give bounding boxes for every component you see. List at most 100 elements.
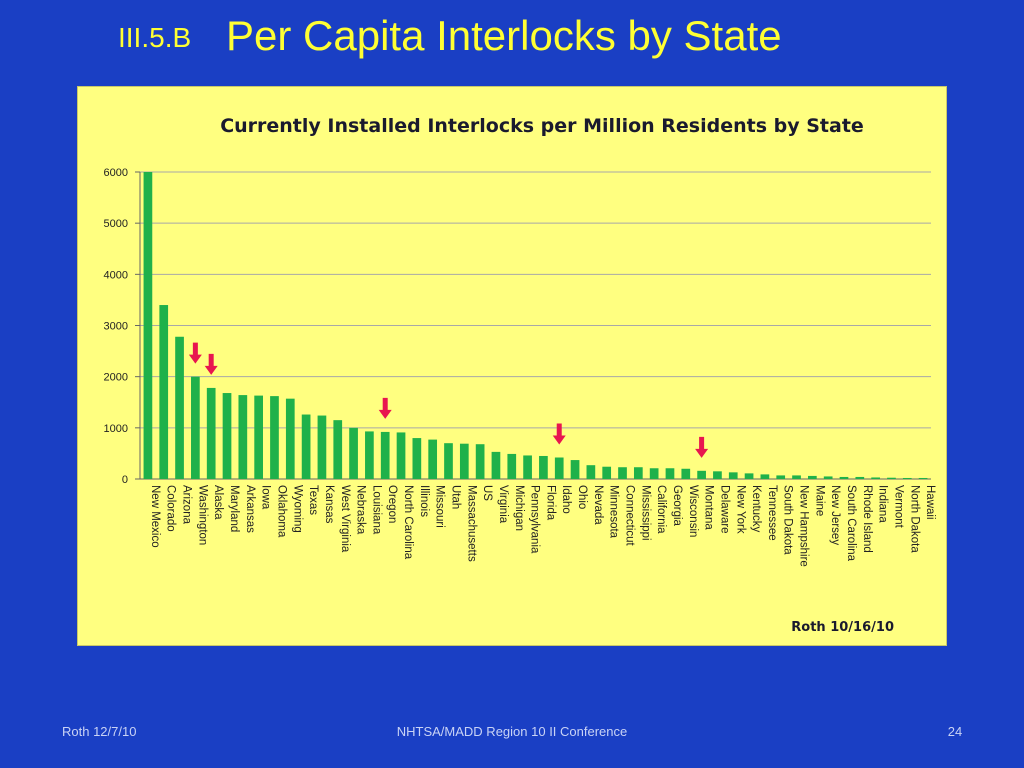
y-tick-label: 3000	[104, 321, 128, 333]
bar	[618, 467, 627, 479]
bar	[222, 393, 232, 479]
x-tick-label: Tennessee	[766, 485, 778, 541]
x-tick-label: Oregon	[386, 485, 398, 523]
bar	[412, 438, 422, 479]
bar	[602, 466, 612, 479]
x-tick-label: California	[655, 485, 667, 534]
y-tick-label: 0	[122, 474, 128, 486]
bar	[554, 457, 564, 479]
chart-title: Currently Installed Interlocks per Milli…	[220, 115, 864, 137]
x-tick-label: Rhode Island	[861, 485, 873, 553]
bar	[365, 431, 374, 479]
x-tick-label: West Virginia	[339, 485, 351, 553]
bar	[444, 443, 453, 479]
page-number: 24	[947, 724, 963, 739]
x-tick-label: South Dakota	[782, 485, 794, 555]
bar	[871, 477, 880, 479]
bar	[349, 427, 358, 479]
x-tick-label: Texas	[307, 485, 319, 515]
y-tick-label: 6000	[104, 167, 128, 179]
x-tick-label: Oklahoma	[275, 485, 287, 538]
section-number: III.5.B	[118, 22, 192, 53]
x-tick-label: Delaware	[718, 485, 730, 534]
bar	[855, 476, 865, 479]
x-tick-label: Florida	[544, 485, 556, 521]
page-title: Per Capita Interlocks by State	[226, 12, 782, 59]
bar	[380, 431, 390, 479]
bar	[238, 395, 248, 479]
x-tick-label: Mississippi	[639, 485, 651, 541]
y-tick-label: 5000	[104, 218, 128, 230]
x-tick-label: Michigan	[513, 485, 525, 531]
bar	[697, 470, 706, 479]
bar	[681, 468, 691, 479]
x-tick-label: Iowa	[260, 485, 272, 510]
x-tick-label: Nevada	[592, 485, 604, 525]
bar	[776, 475, 786, 479]
bar	[475, 444, 485, 479]
y-tick-label: 2000	[104, 372, 128, 384]
bar	[918, 477, 928, 479]
x-tick-label: Louisiana	[370, 485, 382, 535]
bar	[839, 476, 849, 479]
bar	[586, 465, 596, 479]
x-tick-label: New Mexico	[149, 485, 161, 548]
bar-chart: 0 1000 2000 3000 4000 5000 6000 New Mexico Color…	[104, 167, 937, 567]
x-tick-label: Arkansas	[244, 485, 256, 533]
x-tick-label: Arizona	[181, 485, 193, 525]
bar	[713, 471, 722, 479]
x-tick-label: US	[481, 485, 493, 501]
bar	[428, 439, 438, 479]
bar	[459, 443, 469, 479]
x-tick-label: Virginia	[497, 485, 509, 524]
bar	[206, 387, 216, 479]
bar	[254, 395, 264, 479]
bar	[523, 455, 532, 479]
highlight-arrow-icon	[188, 342, 202, 364]
bar	[744, 473, 754, 479]
chart-credit: Roth 10/16/10	[791, 620, 894, 635]
x-tick-label: New Jersey	[829, 485, 841, 545]
footer-conference: NHTSA/MADD Region 10 II Conference	[396, 724, 628, 739]
bar	[507, 453, 517, 479]
bar	[143, 172, 153, 479]
bar	[491, 451, 501, 479]
x-tick-label: Wisconsin	[687, 485, 699, 537]
bar	[792, 475, 801, 479]
chart-panel: Currently Installed Interlocks per Milli…	[77, 86, 947, 646]
bar	[396, 432, 406, 479]
bar	[633, 467, 643, 479]
bar	[317, 415, 327, 479]
x-tick-label: Nebraska	[355, 485, 367, 535]
x-tick-label: Colorado	[165, 485, 177, 532]
x-tick-label: Idaho	[560, 485, 572, 514]
x-tick-label: Kentucky	[750, 485, 762, 533]
x-tick-label: Minnesota	[608, 485, 620, 539]
x-tick-label: Connecticut	[624, 485, 636, 547]
x-tick-label: Montana	[703, 485, 715, 530]
bar	[902, 477, 912, 479]
bar	[191, 376, 200, 479]
x-tick-label: Alaska	[212, 485, 224, 520]
bar	[175, 336, 184, 479]
x-tick-label: New York	[734, 485, 746, 534]
x-tick-label: New Hampshire	[798, 485, 810, 567]
bar	[649, 468, 659, 479]
x-tick-label: Georgia	[671, 485, 683, 527]
x-tick-label: Wyoming	[291, 485, 303, 533]
x-tick-label: North Dakota	[908, 485, 920, 553]
highlight-arrow-icon	[204, 353, 218, 375]
bar	[887, 477, 896, 479]
y-tick-label: 1000	[104, 423, 128, 435]
bar	[270, 396, 279, 479]
bar	[823, 476, 833, 479]
x-tick-label: Massachusetts	[465, 485, 477, 562]
highlight-arrow-icon	[378, 397, 392, 419]
x-tick-label: Vermont	[892, 485, 904, 529]
bar	[301, 414, 311, 479]
slide-title: III.5.B Per Capita Interlocks by State	[0, 12, 1024, 62]
x-tick-label: Washington	[196, 485, 208, 545]
bar	[333, 420, 343, 479]
bar	[807, 475, 817, 479]
x-tick-label: Hawaii	[924, 485, 936, 520]
